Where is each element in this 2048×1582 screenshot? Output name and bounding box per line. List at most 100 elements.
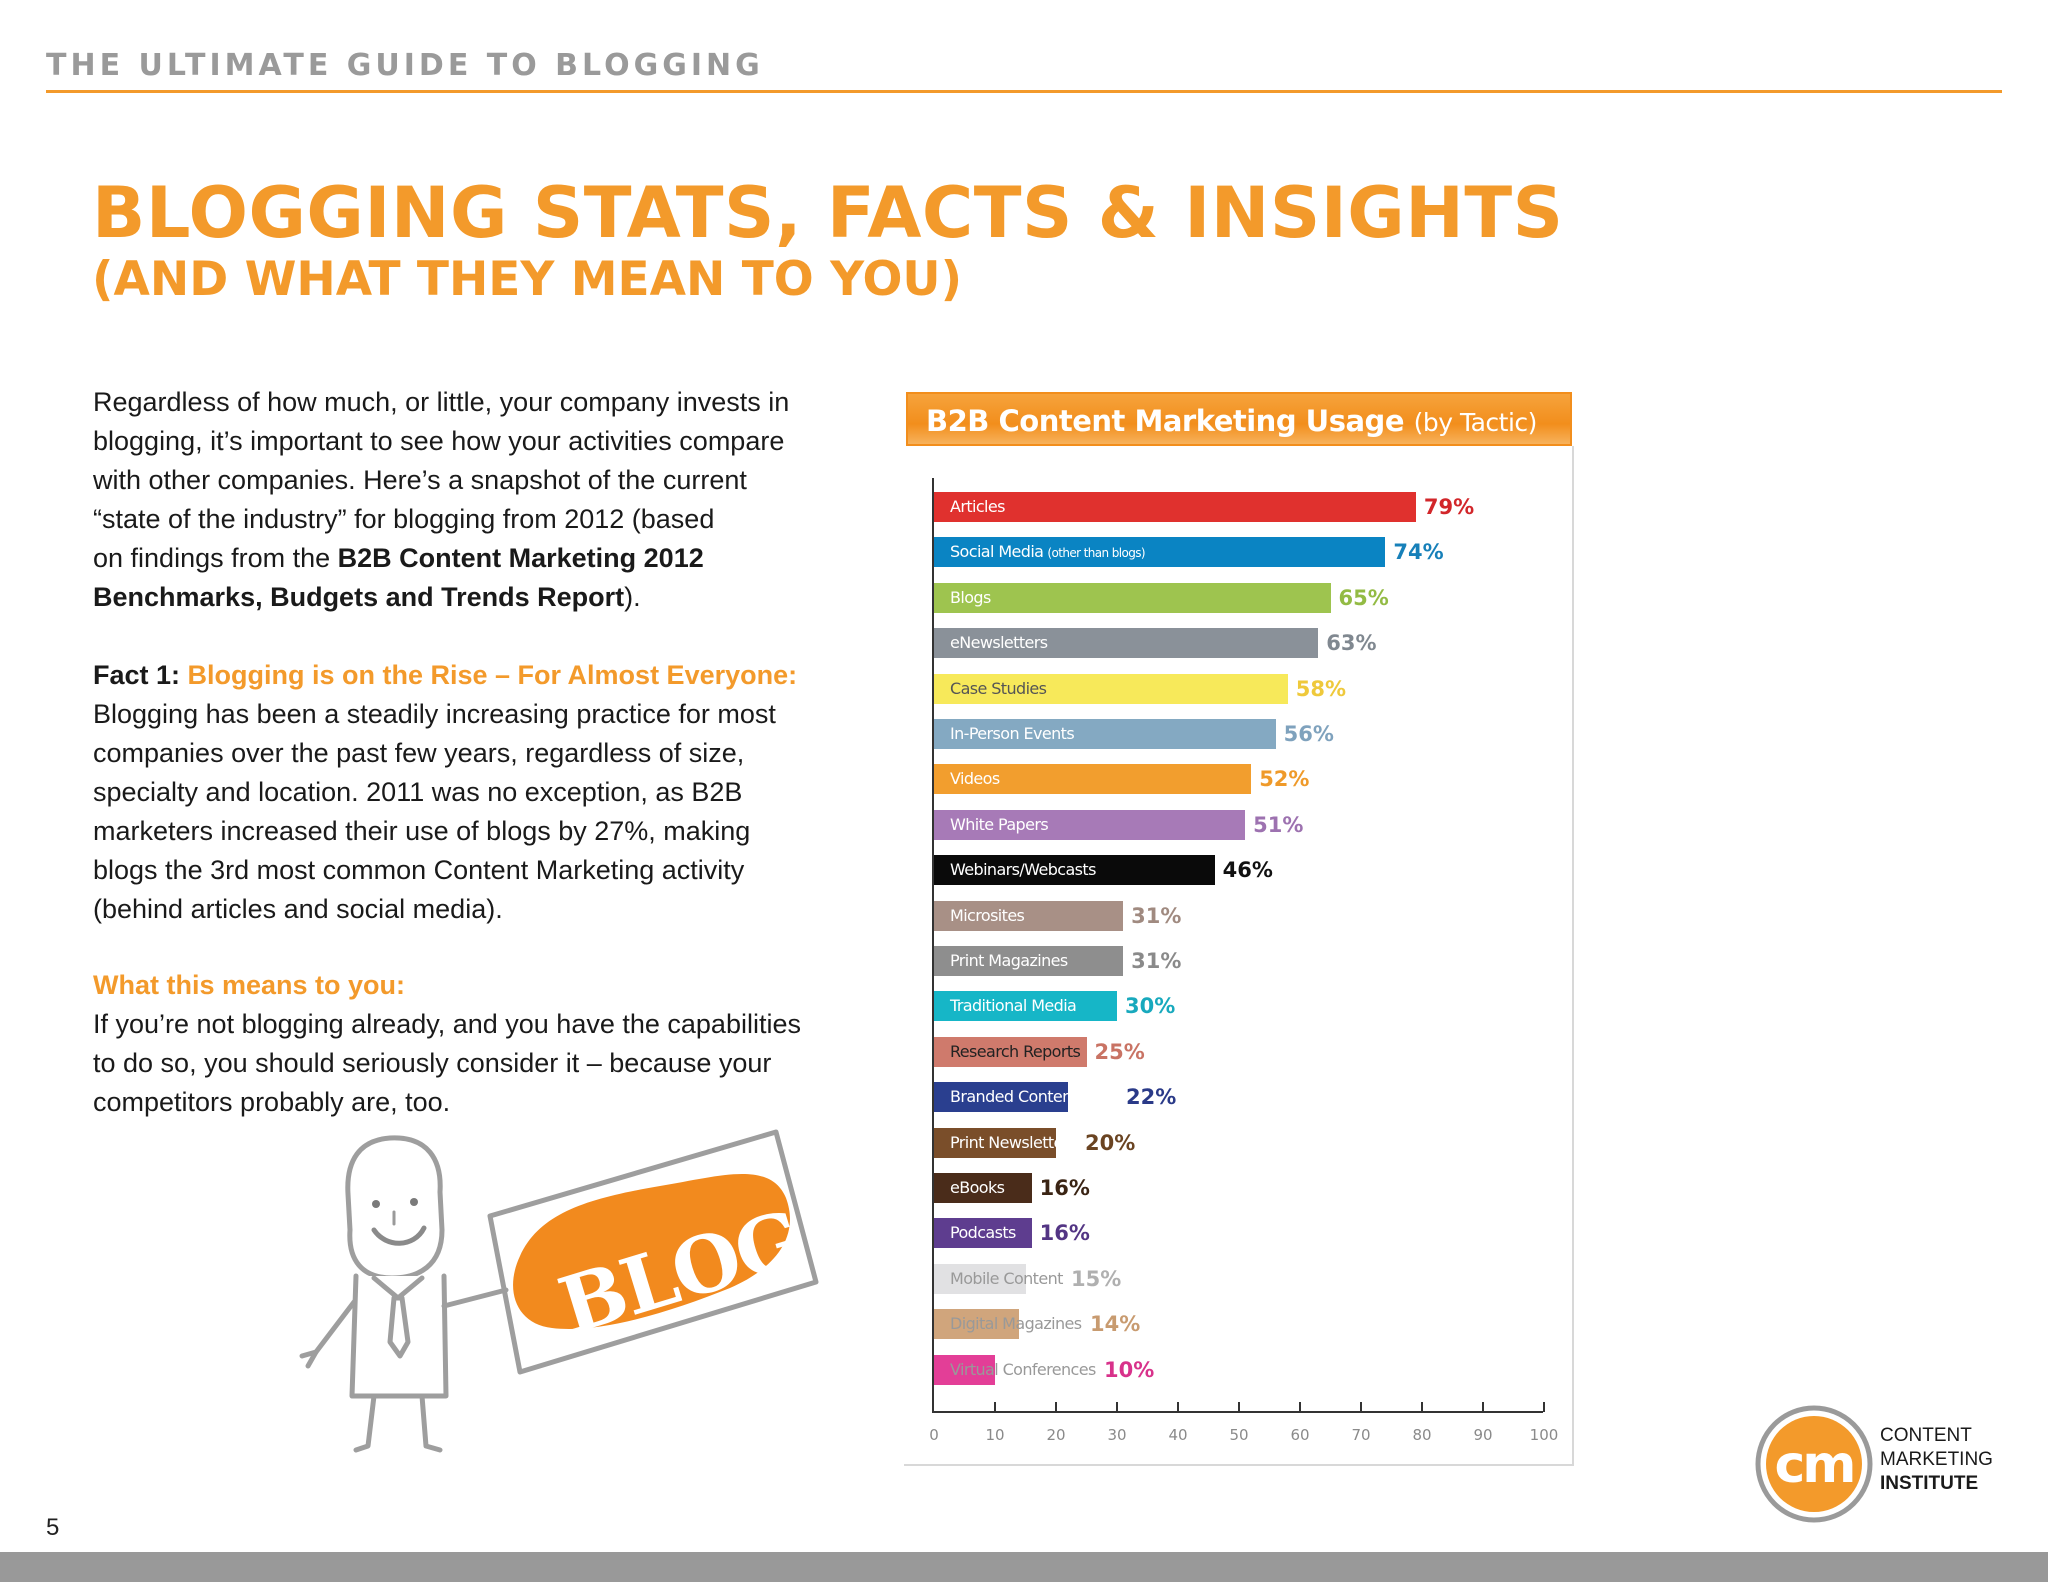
chart-bar bbox=[934, 492, 1416, 522]
chart-bar bbox=[934, 719, 1276, 749]
cm-logo-mark-text: cm bbox=[1774, 1435, 1853, 1495]
cm-logo-mark: cm bbox=[1755, 1405, 1873, 1523]
chart-bar-value: 30% bbox=[1125, 994, 1176, 1019]
chart-title-bar: B2B Content Marketing Usage (by Tactic) bbox=[906, 392, 1572, 446]
chart-bar-label-text: Case Studies bbox=[950, 678, 1047, 698]
chart-bar-label: eNewsletters bbox=[950, 628, 1048, 658]
chart-x-tick bbox=[1299, 1402, 1301, 1412]
chart-x-tick bbox=[1482, 1402, 1484, 1412]
chart-bar-label: White Papers bbox=[950, 810, 1049, 840]
chart-bar-label-text: Mobile Content bbox=[950, 1268, 1063, 1288]
usage-chart: B2B Content Marketing Usage (by Tactic) … bbox=[904, 390, 1574, 1466]
chart-x-tick-label: 100 bbox=[1529, 1426, 1559, 1444]
fact1-heading: Blogging is on the Rise – For Almost Eve… bbox=[187, 660, 798, 690]
chart-bar-label-text: eNewsletters bbox=[950, 633, 1048, 653]
chart-bar bbox=[934, 1354, 995, 1385]
chart-y-axis bbox=[932, 478, 934, 1413]
chart-bar bbox=[934, 900, 1124, 931]
fact1-line: specialty and location. 2011 was no exce… bbox=[93, 777, 743, 807]
chart-bar-label-text: eBooks bbox=[950, 1178, 1005, 1197]
header-rule bbox=[46, 90, 2002, 93]
chart-bar bbox=[934, 764, 1252, 795]
page-number: 5 bbox=[46, 1514, 60, 1541]
chart-x-tick-label: 0 bbox=[929, 1426, 939, 1444]
chart-bar-label-text: Branded Content Tools bbox=[950, 1087, 1119, 1107]
chart-bar-label-text: Traditional Media bbox=[950, 996, 1077, 1016]
chart-bar bbox=[934, 1082, 1069, 1113]
chart-bar bbox=[934, 628, 1319, 659]
chart-bar-label-text: Articles bbox=[950, 497, 1005, 516]
chart-bar bbox=[934, 991, 1117, 1022]
chart-x-tick-label: 50 bbox=[1229, 1426, 1249, 1444]
chart-bar-label: Virtual Conferences bbox=[950, 1355, 1096, 1385]
chart-bar-value: 31% bbox=[1131, 903, 1182, 928]
chart-x-tick bbox=[1421, 1402, 1423, 1412]
chart-bar-value: 46% bbox=[1222, 858, 1273, 883]
chart-bar-label-text: Blogs bbox=[950, 587, 991, 607]
chart-bar-value: 14% bbox=[1090, 1312, 1141, 1337]
meaning-line: If you’re not blogging already, and you … bbox=[93, 1009, 801, 1039]
chart-bar-label-text: Print Newsletters bbox=[950, 1132, 1077, 1152]
chart-x-tick-label: 70 bbox=[1351, 1426, 1371, 1444]
chart-bar-label-text: White Papers bbox=[950, 814, 1049, 834]
chart-bar-label: In-Person Events bbox=[950, 719, 1075, 749]
chart-bar bbox=[934, 673, 1288, 704]
chart-bar bbox=[934, 946, 1124, 976]
chart-bar bbox=[934, 582, 1331, 613]
chart-title-main: B2B Content Marketing Usage bbox=[926, 404, 1405, 438]
chart-bar-label-text: In-Person Events bbox=[950, 724, 1075, 743]
chart-bar-label: Print Newsletters bbox=[950, 1128, 1077, 1158]
chart-bar bbox=[934, 1173, 1032, 1203]
chart-bar-label: eBooks bbox=[950, 1173, 1005, 1203]
intro-line: Benchmarks, Budgets and Trends Report). bbox=[93, 578, 823, 617]
report-name-part2: Benchmarks, Budgets and Trends Report bbox=[93, 582, 625, 612]
chart-x-tick-label: 90 bbox=[1473, 1426, 1493, 1444]
chart-bar bbox=[934, 1036, 1087, 1067]
chart-x-tick-label: 10 bbox=[985, 1426, 1005, 1444]
meaning-paragraph: What this means to you: If you’re not bl… bbox=[93, 966, 823, 1122]
footer-bar bbox=[0, 1552, 2048, 1582]
page-subtitle: (AND WHAT THEY MEAN TO YOU) bbox=[92, 252, 963, 307]
meaning-line: competitors probably are, too. bbox=[93, 1087, 451, 1117]
chart-title-sub: (by Tactic) bbox=[1413, 408, 1538, 437]
chart-x-tick bbox=[1055, 1402, 1057, 1412]
chart-bar-label: Podcasts bbox=[950, 1218, 1016, 1248]
chart-x-tick bbox=[1543, 1402, 1545, 1412]
fact1-heading-line: Fact 1: Blogging is on the Rise – For Al… bbox=[93, 656, 823, 695]
chart-bar-value: 58% bbox=[1295, 676, 1347, 701]
chart-bar-label: Webinars/Webcasts bbox=[950, 855, 1096, 885]
chart-bar-label-text: Digital Magazines bbox=[950, 1314, 1082, 1334]
fact1-line: companies over the past few years, regar… bbox=[93, 738, 745, 768]
chart-bar-label-text: Print Magazines bbox=[950, 951, 1068, 970]
chart-x-tick-label: 40 bbox=[1168, 1426, 1188, 1444]
chart-bar-value: 15% bbox=[1071, 1266, 1122, 1291]
chart-bar-label: Traditional Media bbox=[950, 991, 1077, 1021]
running-header: THE ULTIMATE GUIDE TO BLOGGING bbox=[46, 48, 764, 83]
chart-bar-value: 10% bbox=[1104, 1357, 1155, 1382]
chart-bar-value: 31% bbox=[1131, 949, 1182, 973]
chart-bar-value: 22% bbox=[1126, 1085, 1177, 1110]
chart-bar-label-text: Microsites bbox=[950, 905, 1025, 925]
chart-bar-label: Microsites bbox=[950, 901, 1025, 931]
intro-line: with other companies. Here’s a snapshot … bbox=[93, 465, 747, 495]
chart-x-tick bbox=[1177, 1402, 1179, 1412]
chart-bar-value: 79% bbox=[1423, 495, 1475, 519]
chart-bar-label: Branded Content Tools bbox=[950, 1082, 1119, 1112]
fact1-line: (behind articles and social media). bbox=[93, 894, 503, 924]
chart-x-tick bbox=[1238, 1402, 1240, 1412]
chart-bar-label: Case Studies bbox=[950, 674, 1047, 704]
intro-line-prefix: on findings from the bbox=[93, 543, 338, 573]
chart-x-tick bbox=[1116, 1402, 1118, 1412]
chart-bar-label-text: Podcasts bbox=[950, 1223, 1016, 1243]
fact1-line: Blogging has been a steadily increasing … bbox=[93, 699, 776, 729]
chart-bar-label-text: Virtual Conferences bbox=[950, 1359, 1096, 1379]
logo-line-1: CONTENT bbox=[1880, 1425, 1972, 1446]
chart-bar bbox=[934, 1309, 1020, 1340]
chart-bar-label: Research Reports bbox=[950, 1037, 1081, 1067]
fact1-line: marketers increased their use of blogs b… bbox=[93, 816, 751, 846]
meaning-heading: What this means to you: bbox=[93, 970, 406, 1000]
chart-bar bbox=[934, 1263, 1026, 1294]
chart-x-tick bbox=[994, 1402, 996, 1412]
chart-bar bbox=[934, 855, 1215, 886]
